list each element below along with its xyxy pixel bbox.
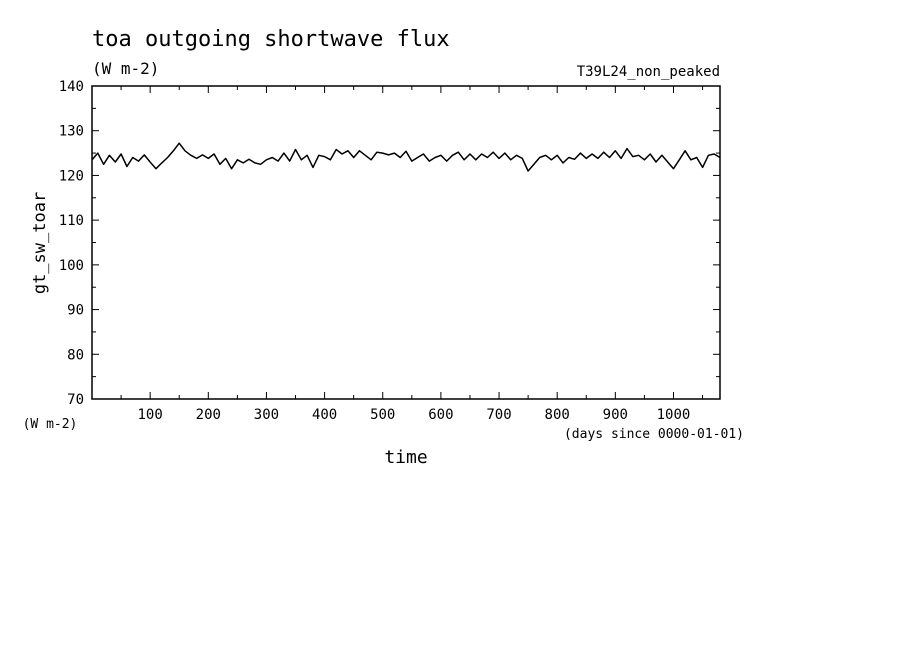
- x-tick-label: 500: [370, 407, 395, 423]
- x-tick-label: 200: [196, 407, 221, 423]
- x-tick-label: 700: [486, 407, 511, 423]
- y-tick-label: 140: [59, 79, 84, 95]
- plot-frame: [91, 85, 721, 400]
- x-axis-units: (days since 0000-01-01): [564, 427, 744, 442]
- x-axis-ticks: 100 200 300 400 500 600 700 800 900 1000: [120, 86, 704, 423]
- y-tick-label: 90: [67, 303, 84, 319]
- y-tick-label: 70: [67, 392, 84, 408]
- x-tick-label: 600: [428, 407, 453, 423]
- y-axis-units: (W m-2): [23, 417, 78, 432]
- x-tick-label: 100: [137, 407, 162, 423]
- x-tick-label: 1000: [657, 407, 691, 423]
- chart-subtitle: (W m-2): [92, 59, 159, 78]
- y-axis-ticks: 70 80 90 100 110 120 130 140: [59, 79, 720, 408]
- y-tick-label: 80: [67, 347, 84, 363]
- run-label: T39L24_non_peaked: [577, 64, 720, 80]
- x-axis-label: time: [384, 447, 427, 468]
- x-tick-label: 800: [545, 407, 570, 423]
- x-tick-label: 400: [312, 407, 337, 423]
- x-tick-label: 900: [603, 407, 628, 423]
- x-tick-label: 300: [254, 407, 279, 423]
- y-tick-label: 130: [59, 124, 84, 140]
- y-tick-label: 110: [59, 213, 84, 229]
- y-tick-label: 120: [59, 168, 84, 184]
- y-axis-label: gt_sw_toar: [30, 192, 50, 294]
- series-line-gt-sw-toar: [91, 142, 721, 172]
- y-tick-label: 100: [59, 258, 84, 274]
- chart-title: toa outgoing shortwave flux: [92, 27, 450, 52]
